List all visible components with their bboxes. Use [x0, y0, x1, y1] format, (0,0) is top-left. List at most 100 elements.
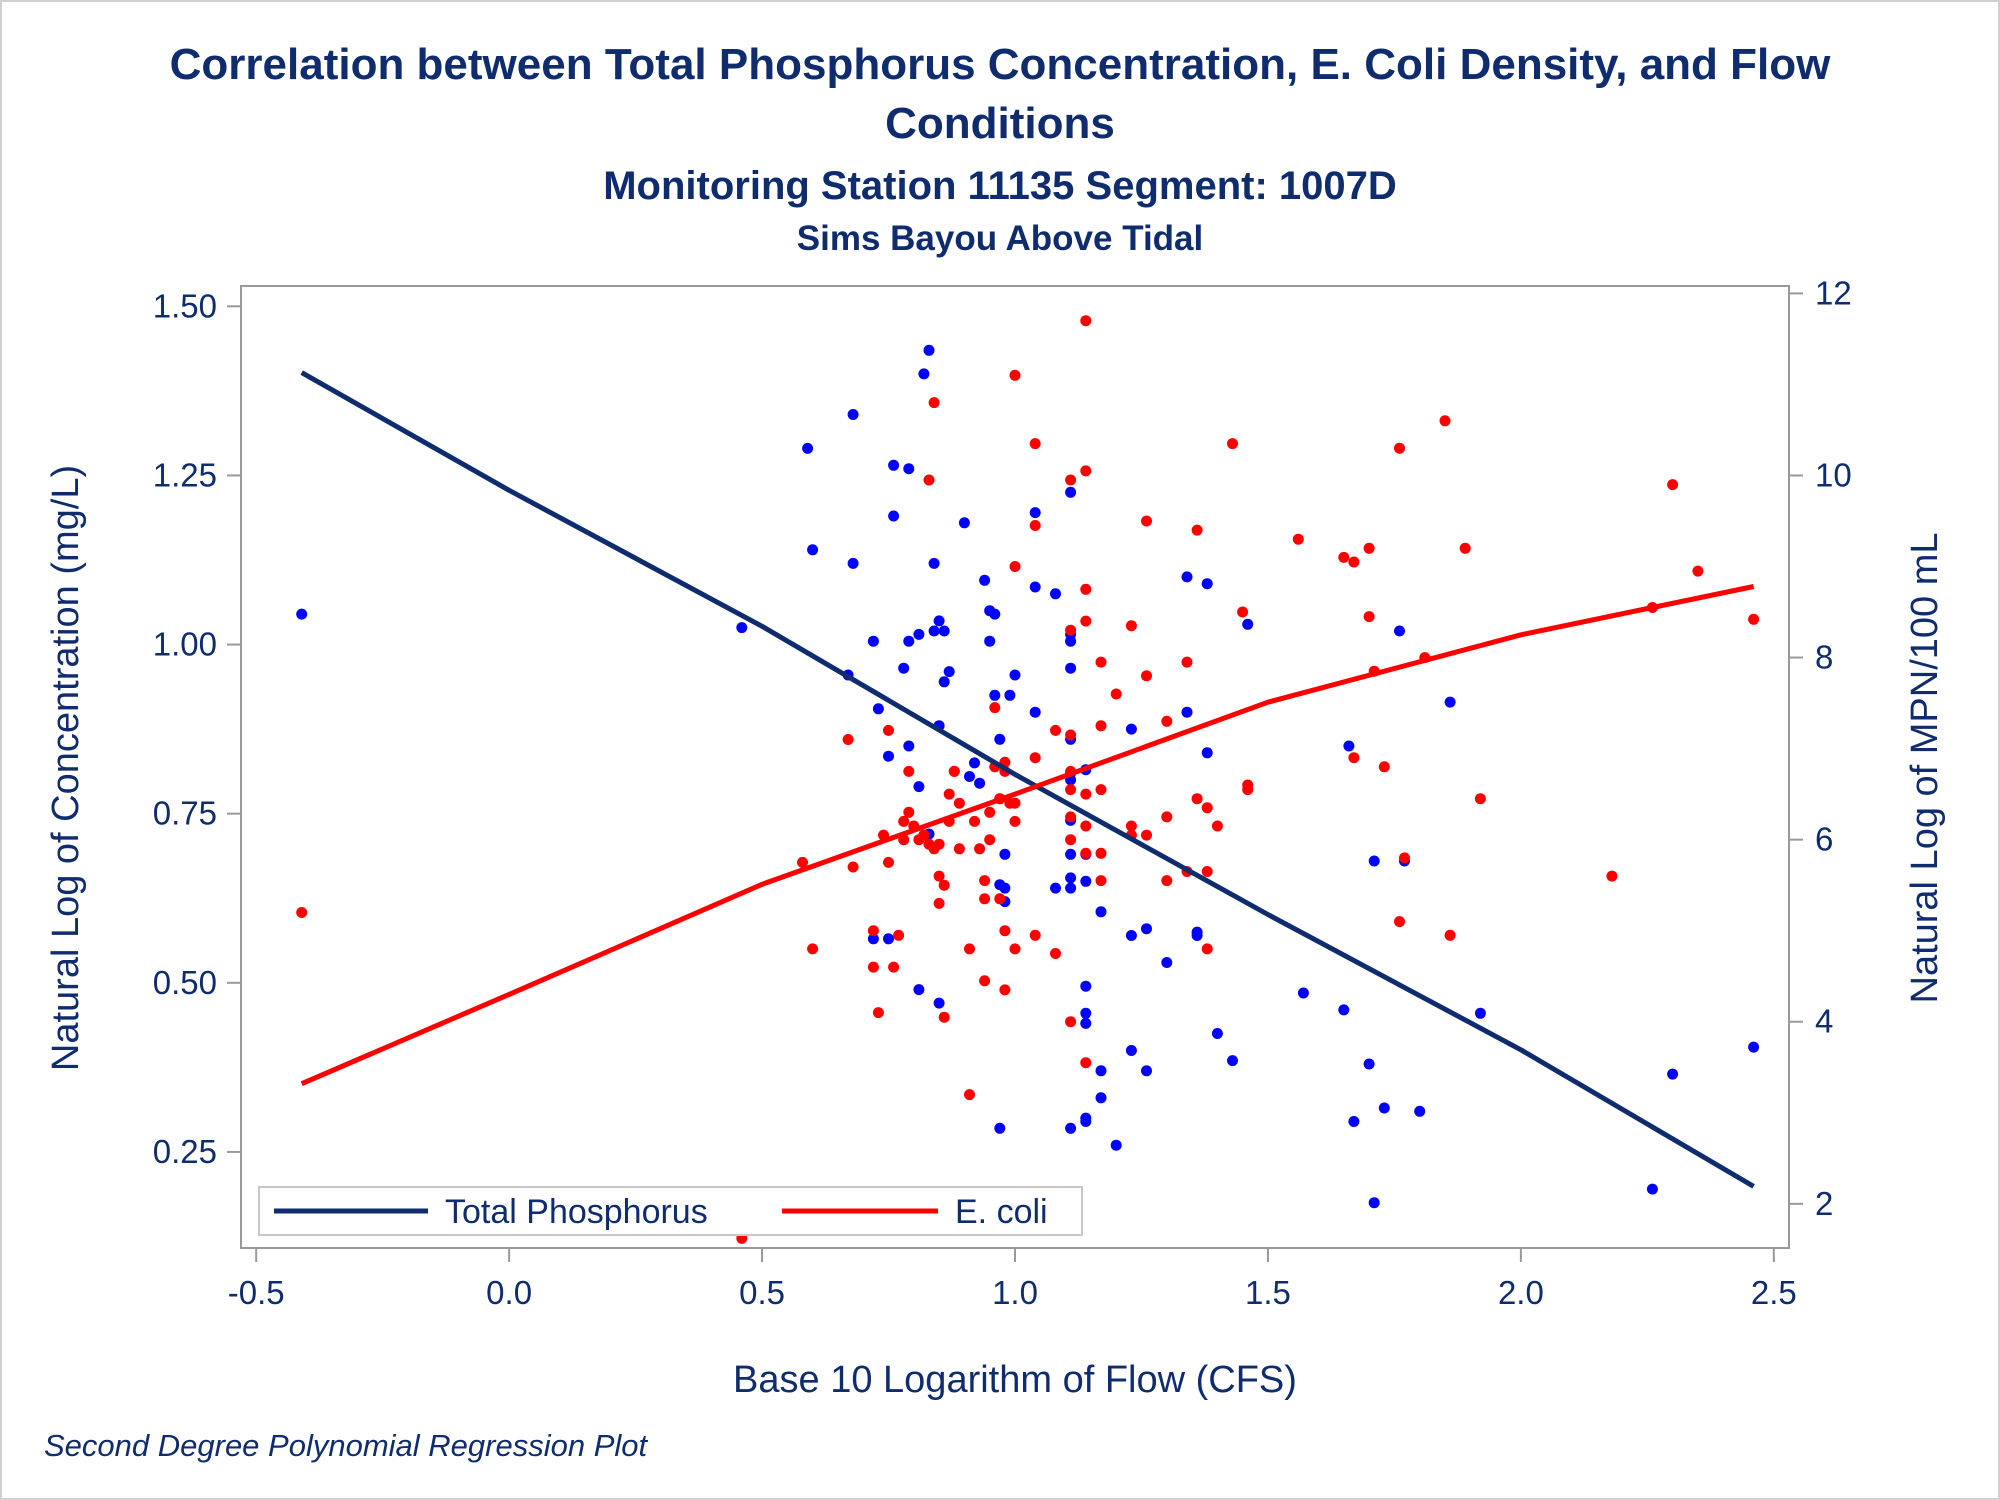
- e-coli-point: [847, 861, 859, 873]
- total-phosphorus-point: [1348, 1116, 1360, 1127]
- e-coli-point: [1080, 1057, 1092, 1069]
- total-phosphorus-point: [938, 676, 950, 688]
- y2-tick-label: 10: [1815, 456, 1852, 493]
- e-coli-point: [1065, 474, 1077, 486]
- total-phosphorus-point: [1191, 930, 1203, 941]
- e-coli-point: [1363, 611, 1375, 623]
- e-coli-point: [1161, 875, 1173, 887]
- total-phosphorus-point: [1065, 1122, 1077, 1134]
- total-phosphorus-point: [888, 459, 900, 471]
- total-phosphorus-point: [1227, 1055, 1238, 1067]
- e-coli-point: [1201, 802, 1213, 814]
- x-tick-label: 1.0: [992, 1274, 1038, 1311]
- total-phosphorus-point: [969, 757, 980, 769]
- e-coli-point: [842, 734, 854, 745]
- total-phosphorus-point: [867, 933, 879, 945]
- e-coli-point: [1065, 834, 1077, 846]
- total-phosphorus-point: [1125, 930, 1137, 941]
- e-coli-point: [1095, 720, 1107, 732]
- total-phosphorus-point: [1440, 1251, 1451, 1262]
- total-phosphorus-point: [867, 635, 879, 647]
- e-coli-point: [1474, 793, 1486, 805]
- total-phosphorus-point: [913, 781, 925, 793]
- y-tick-label: 0.25: [153, 1133, 217, 1170]
- e-coli-point: [943, 788, 955, 800]
- e-coli-point: [1125, 620, 1137, 632]
- e-coli-point: [933, 870, 945, 882]
- total-phosphorus-point: [898, 662, 910, 674]
- y2-tick-label: 4: [1815, 1003, 1833, 1040]
- total-phosphorus-point: [979, 574, 991, 586]
- total-phosphorus-point: [1125, 1045, 1137, 1056]
- e-coli-point: [969, 815, 980, 827]
- total-phosphorus-point: [1050, 882, 1061, 894]
- y-tick-label: 1.50: [153, 287, 217, 324]
- total-phosphorus-point: [1065, 662, 1077, 674]
- total-phosphorus-point: [903, 740, 915, 752]
- e-coli-point: [1009, 943, 1021, 955]
- total-phosphorus-point: [1095, 906, 1107, 918]
- total-phosphorus-point: [1211, 1028, 1223, 1039]
- e-coli-point: [999, 925, 1011, 937]
- e-coli-point: [1181, 656, 1193, 668]
- total-phosphorus-point: [1080, 1007, 1092, 1019]
- total-phosphorus-point: [1161, 957, 1173, 968]
- e-coli-point: [1191, 524, 1203, 536]
- total-phosphorus-point: [888, 510, 900, 522]
- x-tick-label: 2.5: [1751, 1274, 1797, 1311]
- e-coli-point: [1009, 797, 1021, 809]
- total-phosphorus-point: [984, 635, 996, 647]
- total-phosphorus-point: [1009, 669, 1021, 681]
- total-phosphorus-point: [1029, 507, 1041, 519]
- total-phosphorus-point: [1029, 581, 1041, 593]
- total-phosphorus-point: [1201, 578, 1213, 590]
- e-coli-point: [867, 961, 879, 973]
- total-phosphorus-point: [1080, 980, 1092, 992]
- e-coli-point: [893, 929, 905, 941]
- e-coli-point: [1095, 847, 1107, 859]
- total-phosphorus-point: [1297, 987, 1309, 999]
- chart-title-line-2: Conditions: [885, 99, 1115, 148]
- e-coli-point: [974, 843, 986, 855]
- total-phosphorus-point: [1378, 1102, 1390, 1114]
- y-tick-label: 0.50: [153, 964, 217, 1001]
- total-phosphorus-point: [1095, 1065, 1107, 1077]
- total-phosphorus-point: [296, 608, 308, 620]
- total-phosphorus-point: [1065, 486, 1077, 498]
- e-coli-point: [1029, 929, 1041, 941]
- total-phosphorus-point: [1125, 723, 1137, 735]
- total-phosphorus-point: [1181, 706, 1193, 718]
- x-tick-label: 2.0: [1498, 1274, 1544, 1311]
- e-coli-point: [1065, 624, 1077, 636]
- total-phosphorus-point: [943, 666, 955, 678]
- e-coli-point: [296, 907, 308, 918]
- total-phosphorus-point: [1368, 855, 1380, 867]
- total-phosphorus-point: [883, 750, 894, 762]
- e-coli-point: [933, 897, 945, 909]
- e-coli-point: [1399, 852, 1410, 864]
- total-phosphorus-point: [938, 625, 950, 637]
- total-phosphorus-point: [847, 557, 859, 569]
- e-coli-point: [1095, 656, 1107, 668]
- total-phosphorus-point: [1201, 747, 1213, 759]
- e-coli-point: [1338, 551, 1350, 563]
- e-coli-point: [999, 984, 1011, 996]
- e-coli-point: [1065, 1016, 1077, 1028]
- e-coli-point: [938, 879, 950, 891]
- e-coli-point: [994, 893, 1006, 905]
- e-coli-point: [1080, 315, 1092, 327]
- total-phosphorus-point: [903, 463, 915, 475]
- e-coli-point: [1050, 724, 1061, 736]
- total-phosphorus-point: [1004, 689, 1016, 701]
- e-coli-point: [1095, 784, 1107, 796]
- total-phosphorus-point: [1065, 848, 1077, 860]
- e-coli-point: [898, 815, 910, 827]
- total-phosphorus-point: [1095, 1092, 1107, 1104]
- total-phosphorus-point: [928, 557, 940, 569]
- total-phosphorus-point: [1444, 696, 1456, 708]
- legend-label-e-coli: E. coli: [955, 1193, 1048, 1231]
- e-coli-point: [903, 765, 915, 777]
- e-coli-point: [938, 1011, 950, 1023]
